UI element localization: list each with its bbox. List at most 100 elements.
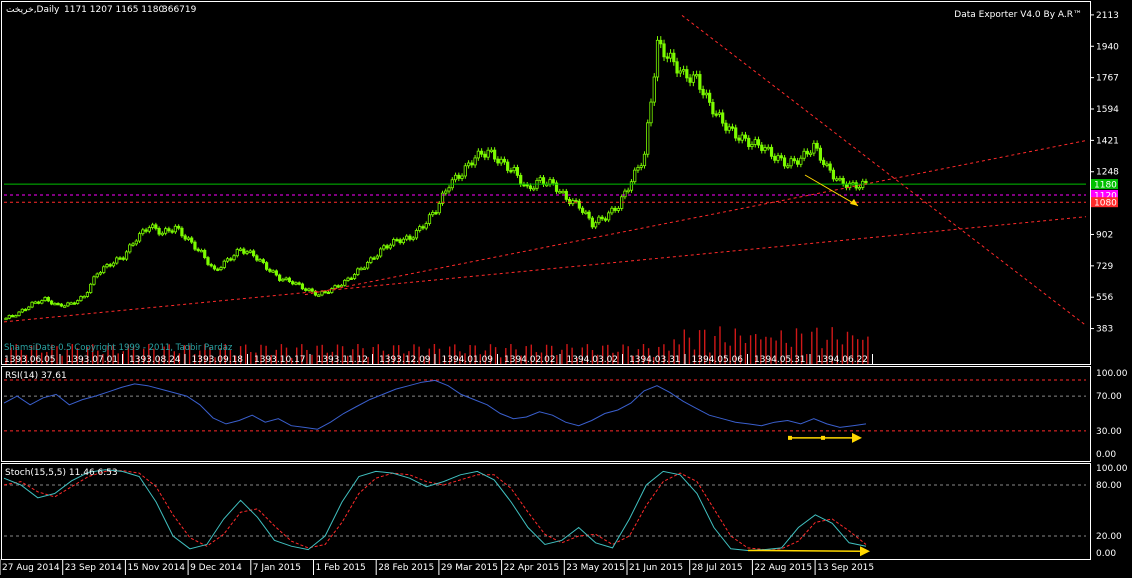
candle-body: [652, 76, 656, 103]
rsi-line: [3, 379, 867, 430]
candle-body: [659, 39, 663, 45]
shamsi-date-label: 1394.05.31: [754, 355, 806, 365]
candle-body: [79, 296, 83, 302]
candle-body: [695, 74, 699, 77]
candle-body: [480, 150, 484, 155]
candle-body: [235, 249, 239, 257]
candle-body: [470, 162, 474, 166]
candle-body: [53, 302, 57, 306]
candle-body: [27, 306, 31, 310]
candle-body: [799, 157, 803, 165]
stoch-arrow-head: [860, 546, 870, 557]
date-label: 22 Apr 2015: [504, 563, 560, 573]
candle-body: [633, 169, 637, 183]
candle-body: [349, 277, 353, 281]
candle-body: [750, 144, 754, 148]
candle-body: [838, 177, 842, 181]
price-tick-label: 1248: [1096, 168, 1119, 178]
date-label: 28 Jul 2015: [692, 563, 743, 573]
candle-body: [466, 162, 471, 167]
candle-body: [147, 227, 151, 232]
candle-body: [763, 147, 767, 151]
candle-body: [711, 101, 715, 115]
candle-body: [414, 230, 419, 239]
candle-body: [398, 239, 402, 244]
volume-value: 366719: [162, 5, 197, 15]
candle-body: [183, 235, 187, 240]
candle-body: [17, 311, 21, 316]
candle-body: [825, 163, 829, 166]
candle-body: [362, 267, 366, 270]
candle-body: [294, 282, 298, 285]
stoch-tick-label: 20.00: [1096, 532, 1122, 542]
rsi-arrow-head: [852, 432, 862, 443]
candle-body: [427, 214, 432, 224]
candle-body: [115, 257, 119, 264]
shamsi-date-label: 1393.09.18: [192, 355, 244, 365]
watermark: ShamsiDate 0.5 Copyright 1999 - 2011, Ta…: [4, 343, 233, 353]
candle-body: [457, 174, 461, 179]
price-tick-label: 2113: [1096, 11, 1119, 21]
candle-body: [587, 211, 591, 219]
candle-body: [437, 203, 441, 214]
candle-body: [131, 243, 135, 246]
candle-body: [287, 277, 292, 282]
candle-body: [40, 300, 44, 304]
candle-body: [564, 190, 568, 200]
candle-body: [352, 274, 357, 279]
candle-body: [626, 189, 630, 193]
price-tag-bg: [1091, 189, 1118, 200]
candle-body: [144, 229, 148, 232]
candle-body: [59, 303, 63, 307]
candle-body: [431, 211, 435, 216]
candle-body: [753, 139, 757, 145]
candle-body: [281, 278, 285, 282]
candle-body: [743, 134, 748, 139]
candle-body: [46, 297, 50, 302]
candle-body: [401, 238, 406, 244]
candle-body: [284, 277, 288, 280]
price-axis: 2113194017671594142112481075902729556383…: [1090, 11, 1119, 335]
candle-body: [310, 288, 314, 292]
candle-body: [571, 200, 575, 205]
candle-body: [14, 315, 18, 318]
candle-body: [118, 257, 122, 260]
candle-body: [173, 225, 177, 233]
candle-body: [199, 249, 204, 253]
stoch-panel-frame: [1, 463, 1091, 560]
shamsi-dates: 1393.06.05 1393.07.01 1393.08.24 1393.09.18…: [4, 354, 873, 365]
candle-body: [773, 155, 777, 161]
candle-body: [509, 170, 513, 173]
candle-body: [382, 245, 386, 250]
candle-body: [580, 207, 585, 213]
candle-body: [776, 155, 780, 161]
candle-body: [672, 52, 676, 63]
candle-body: [668, 52, 673, 59]
candle-body: [4, 317, 8, 321]
candle-body: [779, 155, 783, 159]
rsi-title: RSI(14) 37.61: [5, 371, 67, 381]
candle-body: [496, 158, 500, 164]
rsi-axis: 100.00 70.00 30.00 0.00: [1096, 369, 1128, 460]
candle-body: [737, 137, 741, 141]
candle-body: [506, 161, 510, 171]
candle-body: [359, 267, 363, 271]
candle-body: [336, 285, 340, 288]
candle-body: [522, 183, 526, 187]
price-tick-label: 1594: [1096, 105, 1119, 115]
candle-body: [326, 291, 331, 295]
candle-body: [515, 167, 520, 176]
candle-body: [265, 262, 269, 270]
candle-body: [528, 185, 533, 190]
candle-body: [489, 149, 493, 153]
candle-body: [320, 291, 324, 296]
candle-body: [747, 137, 751, 148]
candle-body: [493, 149, 497, 160]
candle-body: [177, 225, 181, 229]
candle-body: [424, 223, 428, 229]
candle-body: [108, 264, 112, 267]
candle-body: [584, 211, 588, 215]
trendline-long-support: [3, 216, 1087, 323]
price-tick-label: 1940: [1096, 42, 1119, 52]
